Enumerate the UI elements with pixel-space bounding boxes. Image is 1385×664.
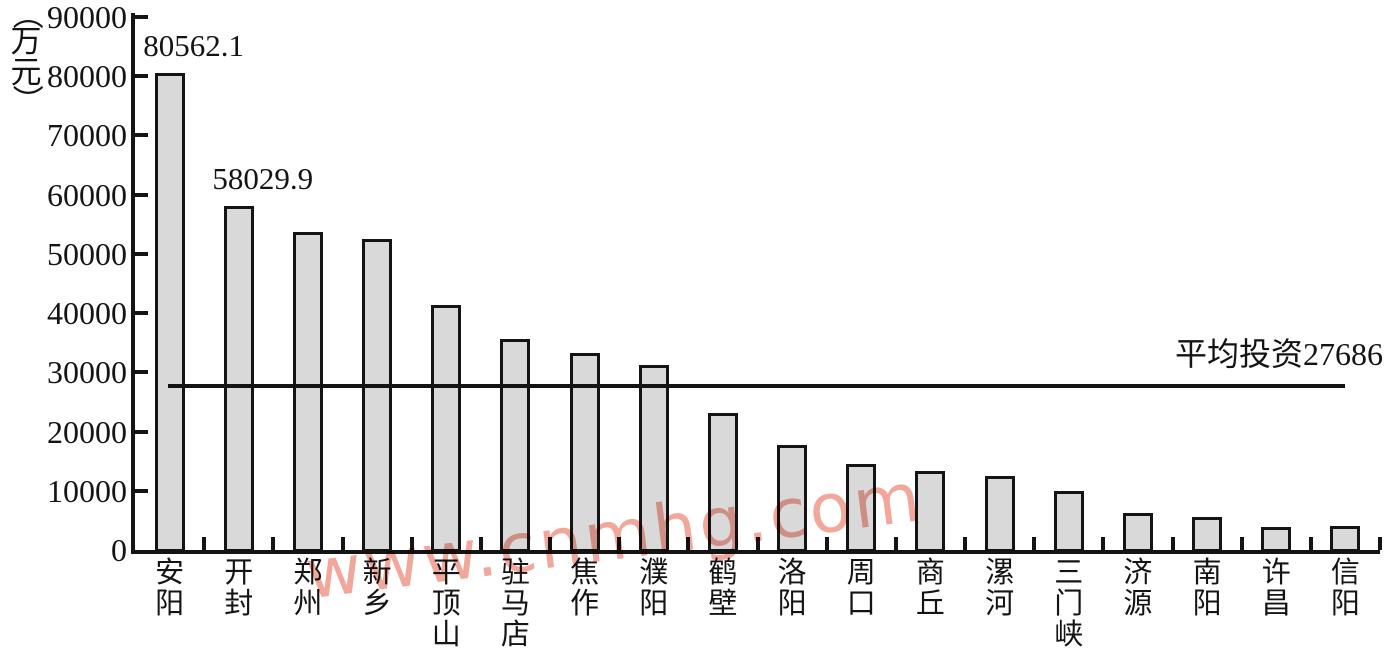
category-label: 漯河 [985,557,1015,620]
x-axis-tick [1032,537,1037,550]
category-label: 郑州 [293,557,323,620]
category-label: 济源 [1123,557,1153,620]
bar [1122,513,1153,552]
y-axis-tick [135,311,148,316]
y-tick-label: 10000 [47,472,127,509]
x-axis-tick [893,537,898,550]
x-axis-tick [478,537,483,550]
x-axis-tick [202,537,207,550]
y-axis-line [131,13,135,554]
bar [1330,525,1361,552]
category-label: 信阳 [1330,557,1360,620]
x-axis-tick [617,537,622,550]
x-axis-tick [1308,537,1313,550]
category-label: 安阳 [155,557,185,620]
y-axis-unit-label: （万元） [9,0,44,116]
bar [431,304,462,552]
x-axis-tick [548,537,552,550]
y-axis-tick [135,133,148,138]
y-tick-label: 50000 [47,235,127,272]
y-axis-tick [135,15,148,19]
bar [984,475,1015,552]
bar-value-label: 80562.1 [143,27,244,63]
category-label: 新乡 [362,557,392,620]
category-label: 驻马店 [500,557,530,651]
x-axis-tick [755,537,760,550]
y-tick-label: 80000 [47,58,127,95]
bar [1261,526,1292,552]
category-label: 平顶山 [431,557,461,651]
x-axis-tick [1101,537,1106,550]
y-tick-label: 70000 [47,117,127,154]
x-axis-tick [824,537,829,550]
bar [292,231,323,552]
bar [777,445,808,552]
category-label: 三门峡 [1054,557,1084,651]
category-label: 濮阳 [639,557,669,620]
x-axis-tick [1378,537,1382,550]
bar [569,352,600,552]
y-axis-tick [135,251,148,256]
category-label: 鹤壁 [708,557,738,620]
average-line [168,384,1345,388]
bar [1192,516,1223,552]
y-tick-label: 60000 [47,176,127,213]
category-label: 周口 [846,557,876,620]
y-axis-tick [135,192,148,197]
y-axis-tick [135,488,148,493]
x-axis-tick [1239,537,1244,550]
x-axis-tick [1170,537,1175,550]
bar [223,206,254,552]
y-axis-tick [135,74,148,79]
category-label: 开封 [224,557,254,620]
y-tick-label: 40000 [47,295,127,332]
x-axis-tick [963,537,967,550]
category-label: 许昌 [1261,557,1291,620]
category-label: 南阳 [1192,557,1222,620]
bar [362,239,393,552]
bar-value-label: 58029.9 [212,161,314,197]
bar [707,413,738,552]
y-axis-tick [135,429,148,434]
bar [915,471,946,552]
bar [1053,490,1084,552]
x-axis-line [131,550,1380,554]
y-axis-tick [135,370,148,375]
y-tick-label: 90000 [47,0,127,35]
category-label: 商丘 [915,557,945,620]
category-label: 洛阳 [777,557,807,620]
bar [846,463,877,552]
category-label: 焦作 [570,557,600,620]
y-tick-label: 20000 [47,413,127,450]
x-axis-tick [686,537,691,550]
x-axis-tick [409,537,414,550]
bar [500,339,531,552]
bar [154,72,185,552]
y-tick-label: 30000 [47,354,127,391]
average-line-label: 平均投资27686 [1174,336,1383,373]
bar [638,365,669,552]
y-tick-label: 0 [111,532,127,568]
x-axis-tick [340,537,345,550]
x-axis-tick [271,537,276,550]
